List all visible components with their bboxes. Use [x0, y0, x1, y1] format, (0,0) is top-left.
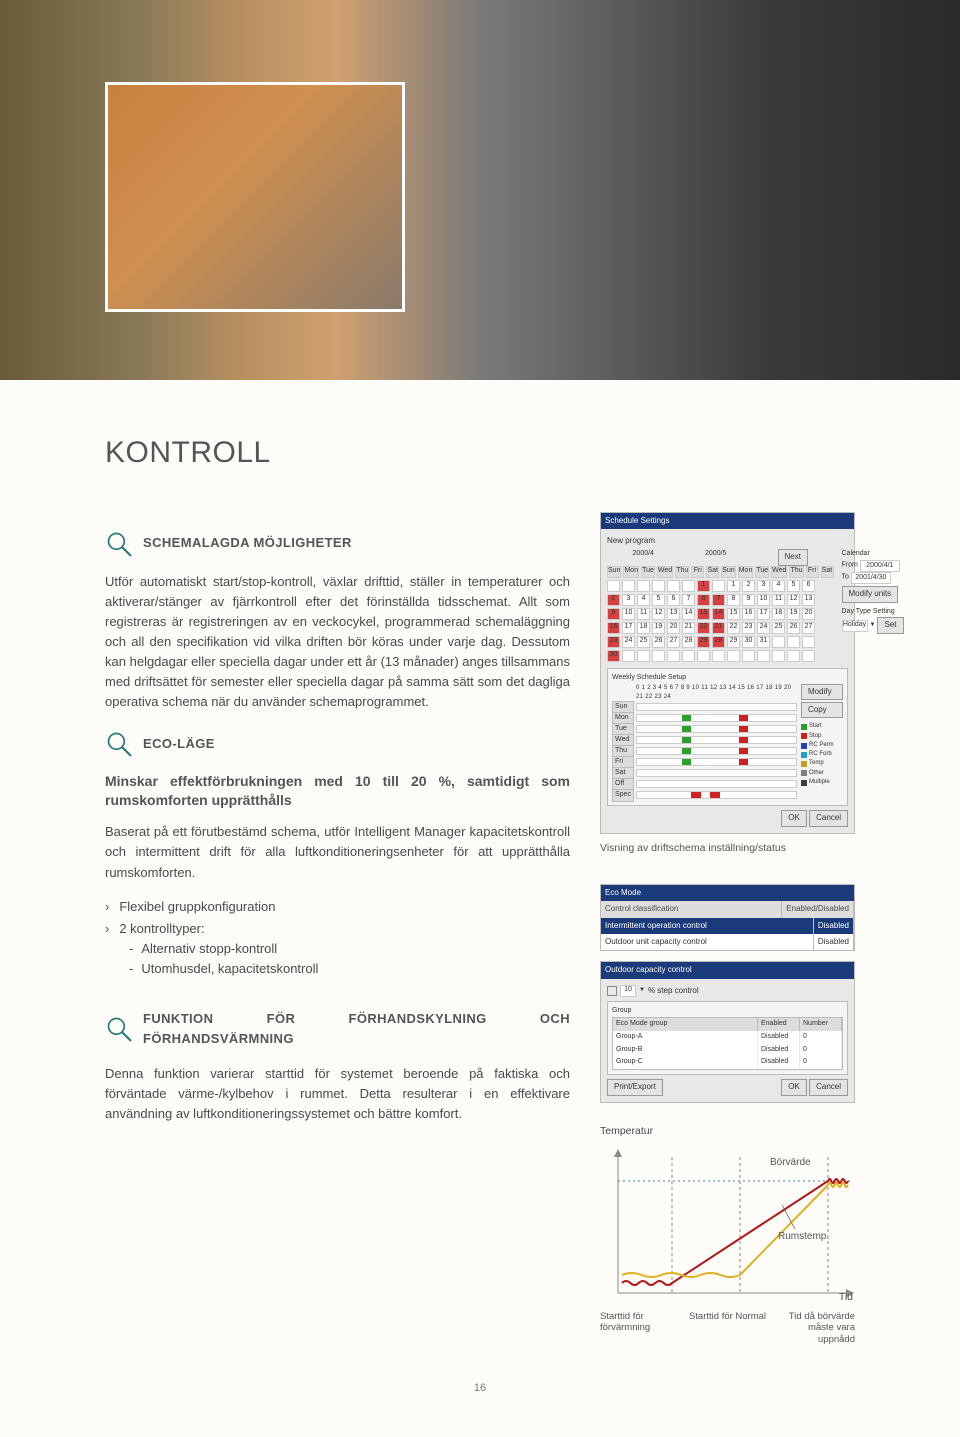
chart-xlabel: Tid [839, 1289, 853, 1305]
list-item: Utomhusdel, kapacitetskontroll [129, 959, 570, 979]
svg-text:Rumstemp.: Rumstemp. [778, 1231, 829, 1242]
magnifier-icon [105, 730, 133, 758]
ok-button[interactable]: OK [781, 810, 807, 826]
eco-mode-screenshot: Eco Mode Control classificationEnabled/D… [600, 884, 855, 952]
list-item: Flexibel gruppkonfiguration [105, 897, 570, 917]
copy-button[interactable]: Copy [801, 702, 843, 718]
list-item: Alternativ stopp-kontroll [129, 939, 570, 959]
chart-xcaption: Tid då börvärde måste vara uppnådd [771, 1311, 855, 1345]
page-title: KONTROLL [105, 430, 855, 477]
precool-heading: FUNKTION FÖR FÖRHANDSKYLNING OCH FÖRHAND… [143, 1009, 570, 1049]
hero-inset-photo [105, 82, 405, 312]
schedule-settings-screenshot: Schedule Settings New program 2000/42000… [600, 512, 855, 834]
chart-xcaption: Starttid för Normal [685, 1311, 769, 1345]
capacity-control-screenshot: Outdoor capacity control 10 ▼ % step con… [600, 961, 855, 1102]
list-item: 2 kontrolltyper: Alternativ stopp-kontro… [105, 919, 570, 979]
print-export-button[interactable]: Print/Export [607, 1079, 663, 1095]
window-titlebar: Schedule Settings [601, 513, 854, 529]
schedule-body: Utför automatiskt start/stop-kontroll, v… [105, 572, 570, 713]
eco-bullets: Flexibel gruppkonfiguration 2 kontrollty… [105, 897, 570, 980]
magnifier-icon [105, 530, 133, 558]
chart-xcaption: Starttid för förvärmning [600, 1311, 684, 1345]
svg-text:Börvärde: Börvärde [770, 1157, 811, 1168]
temperature-chart: Börvärde Rumstemp. Tid [600, 1143, 855, 1303]
next-button[interactable]: Next [778, 549, 808, 565]
set-button[interactable]: Set [877, 617, 903, 633]
schedule-heading: SCHEMALAGDA MÖJLIGHETER [143, 533, 352, 553]
page-number: 16 [105, 1380, 855, 1397]
modify-units-button[interactable]: Modify units [842, 586, 899, 602]
new-program-label: New program [607, 535, 848, 547]
hero-photo [0, 0, 960, 380]
eco-body: Baserat på ett förutbestämd schema, utfö… [105, 822, 570, 882]
schedule-caption: Visning av driftschema inställning/statu… [600, 840, 855, 856]
chart-ylabel: Temperatur [600, 1123, 855, 1139]
cancel-button[interactable]: Cancel [809, 1079, 848, 1095]
modify-button[interactable]: Modify [801, 684, 843, 700]
ok-button[interactable]: OK [781, 1079, 807, 1095]
magnifier-icon [105, 1015, 133, 1043]
precool-body: Denna funktion varierar starttid för sys… [105, 1064, 570, 1124]
cancel-button[interactable]: Cancel [809, 810, 848, 826]
eco-subhead: Minskar effektförbrukningen med 10 till … [105, 772, 570, 810]
eco-heading: ECO-LÄGE [143, 734, 215, 754]
